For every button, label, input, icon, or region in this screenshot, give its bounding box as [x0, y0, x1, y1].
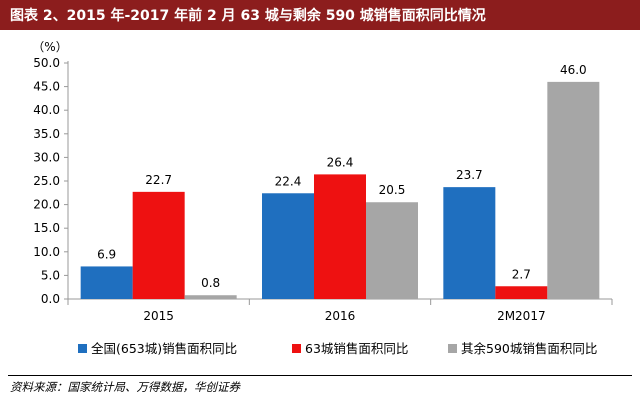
- y-tick-label: 20.0: [33, 198, 60, 212]
- bar: [132, 191, 185, 299]
- bar: [547, 81, 600, 299]
- legend-label: 全国(653城)销售面积同比: [91, 341, 238, 356]
- bar-value-label: 0.8: [201, 276, 220, 290]
- y-tick-label: 30.0: [33, 150, 60, 164]
- legend-item: 63城销售面积同比: [292, 338, 408, 357]
- bar: [366, 202, 418, 299]
- bar-value-label: 46.0: [560, 63, 587, 77]
- bar-value-label: 22.4: [275, 174, 302, 188]
- bar: [80, 266, 133, 299]
- chart-title: 图表 2、2015 年-2017 年前 2 月 63 城与剩余 590 城销售面…: [10, 8, 486, 24]
- legend-swatch: [78, 344, 87, 353]
- legend-swatch: [292, 344, 301, 353]
- y-tick-label: 10.0: [33, 245, 60, 259]
- bar-value-label: 26.4: [327, 155, 354, 169]
- y-tick-label: 15.0: [33, 221, 60, 235]
- y-tick-label: 25.0: [33, 174, 60, 188]
- bar-chart: （%） 0.0 5.0 10.0 15.0 20.0 25.0 30.0 35.0 40.0 45.…: [32, 40, 613, 323]
- bar: [314, 174, 366, 299]
- chart-legend: 全国(653城)销售面积同比 63城销售面积同比 其余590城销售面积同比: [0, 338, 640, 358]
- bar-value-label: 6.9: [97, 247, 116, 261]
- legend-label: 其余590城销售面积同比: [461, 341, 598, 356]
- y-tick-label: 5.0: [41, 268, 60, 282]
- bar: [443, 187, 496, 299]
- y-tick-label: 50.0: [33, 56, 60, 70]
- legend-swatch: [448, 344, 457, 353]
- legend-label: 63城销售面积同比: [305, 341, 409, 356]
- x-tick-label: 2015: [143, 309, 174, 323]
- legend-item: 全国(653城)销售面积同比: [78, 338, 237, 357]
- y-tick-label: 0.0: [41, 292, 60, 306]
- x-tick-label: 2M2017: [497, 309, 546, 323]
- y-tick-label: 40.0: [33, 103, 60, 117]
- y-axis-unit-label: （%）: [32, 40, 67, 54]
- bar: [495, 286, 548, 299]
- source-divider: [8, 375, 632, 376]
- bar: [184, 295, 237, 299]
- x-tick-label: 2016: [325, 309, 356, 323]
- bar: [262, 193, 314, 299]
- bar-value-label: 23.7: [456, 168, 483, 182]
- legend-item: 其余590城销售面积同比: [448, 338, 597, 357]
- title-bar: 图表 2、2015 年-2017 年前 2 月 63 城与剩余 590 城销售面…: [0, 0, 640, 30]
- bar-value-label: 2.7: [512, 267, 531, 281]
- y-tick-label: 35.0: [33, 127, 60, 141]
- bar-value-label: 22.7: [145, 173, 172, 187]
- bar-value-label: 20.5: [379, 183, 406, 197]
- source-note: 资料来源：国家统计局、万得数据，华创证券: [10, 380, 240, 394]
- y-tick-label: 45.0: [33, 80, 60, 94]
